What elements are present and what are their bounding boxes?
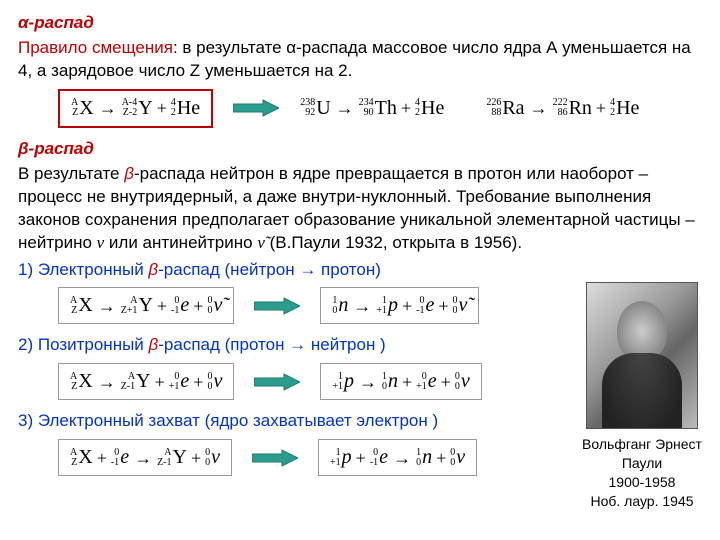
beta-intro-4: (В.Паули 1932, открыта в 1956). bbox=[265, 233, 522, 252]
beta2-example: 1+1p→10n+0+1e+00ν bbox=[320, 363, 481, 400]
item3-num: 3) bbox=[18, 411, 38, 430]
alpha-example-1: 23892U→23490Th+42He bbox=[299, 95, 445, 122]
beta-title: β-распад bbox=[18, 138, 702, 161]
beta3-generic: AZX+0-1e→AZ-1Y+00ν bbox=[58, 439, 232, 476]
alpha-generic-formula: AZX→A-4Z-2Y+42He bbox=[58, 89, 213, 128]
portrait-award: Ноб. лаур. 1945 bbox=[582, 492, 702, 511]
alpha-formula-row: AZX→A-4Z-2Y+42He 23892U→23490Th+42He 226… bbox=[58, 89, 702, 128]
arrow-icon bbox=[233, 99, 279, 117]
arrow-icon bbox=[254, 297, 300, 315]
beta-intro-1: В результате bbox=[18, 164, 124, 183]
item2-beta: β bbox=[149, 335, 159, 354]
item3-tail: (ядро захватывает электрон ) bbox=[205, 411, 439, 430]
beta3-example: 1+1p+0-1e→10n+00ν bbox=[318, 439, 477, 476]
beta2-generic: AZX→AZ-1Y+0+1e+00ν bbox=[58, 363, 234, 400]
portrait-block: Вольфганг Эрнест Паули 1900-1958 Ноб. ла… bbox=[582, 282, 702, 511]
item1-label: Электронный bbox=[38, 260, 149, 279]
pauli-portrait bbox=[586, 282, 698, 429]
item1-tail: -распад (нейтрон → протон) bbox=[158, 260, 381, 279]
item3-label: Электронный захват bbox=[38, 411, 205, 430]
portrait-name: Вольфганг Эрнест Паули bbox=[582, 435, 702, 473]
arrow-icon bbox=[252, 449, 298, 467]
beta-intro: В результате β-распада нейтрон в ядре пр… bbox=[18, 163, 702, 255]
item1-beta: β bbox=[148, 260, 158, 279]
beta1-generic: AZX→AZ+1Y+0-1e+00ν̃ bbox=[58, 287, 234, 324]
beta-item-1: 1) Электронный β-распад (нейтрон → прото… bbox=[18, 259, 702, 282]
alpha-rule-label: Правило смещения bbox=[18, 38, 173, 57]
item2-num: 2) bbox=[18, 335, 38, 354]
item2-tail: -распад (протон → нейтрон ) bbox=[158, 335, 385, 354]
item1-num: 1) bbox=[18, 260, 38, 279]
alpha-rule: Правило смещения: в результате α-распада… bbox=[18, 37, 702, 83]
nubar-symbol: ν̃ bbox=[257, 233, 265, 252]
beta1-example: 10n→1+1p+0-1e+00ν̃ bbox=[320, 287, 479, 324]
item2-label: Позитронный bbox=[38, 335, 149, 354]
alpha-example-2: 22688Ra→22286Rn+42He bbox=[485, 95, 640, 122]
arrow-icon bbox=[254, 373, 300, 391]
portrait-years: 1900-1958 bbox=[582, 473, 702, 492]
alpha-title: α-распад bbox=[18, 12, 702, 35]
beta-intro-3: или антинейтрино bbox=[104, 233, 257, 252]
beta-intro-beta: β bbox=[124, 164, 134, 183]
